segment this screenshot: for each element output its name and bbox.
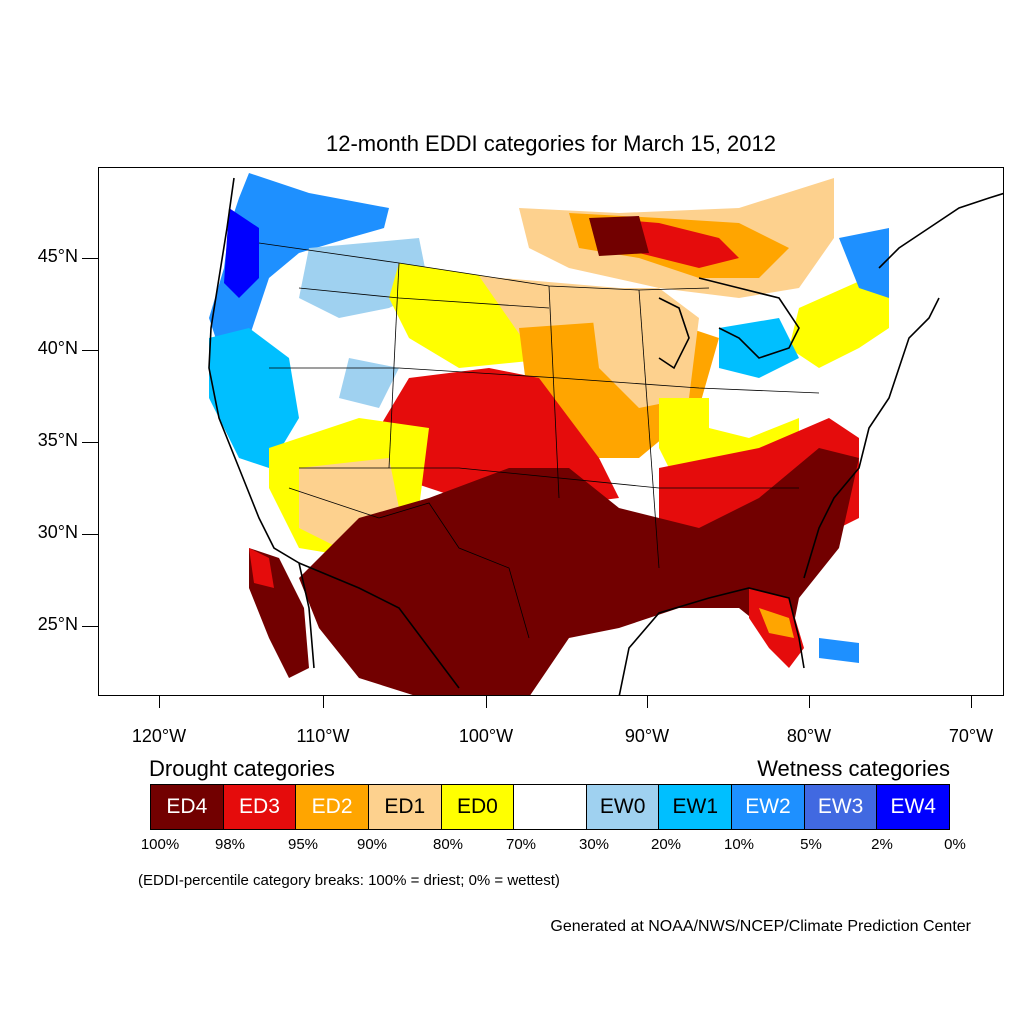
legend-ed1: ED1 [368, 785, 442, 829]
ohio-white [709, 388, 799, 438]
drought-heading: Drought categories [149, 756, 335, 781]
map-title: 12-month EDDI categories for March 15, 2… [325, 131, 776, 156]
atlantic-coastline [803, 297, 940, 579]
legend-neutral [514, 785, 587, 829]
lake-michigan-outline [658, 297, 690, 370]
lat-tick-30 [82, 534, 98, 535]
lon-label-70: 70°W [948, 726, 994, 746]
break-80: 80% [432, 836, 464, 853]
lon-label-80: 80°W [786, 726, 832, 746]
break-30: 30% [578, 836, 610, 853]
florida-ed2 [759, 608, 794, 638]
lon-tick-110 [323, 696, 324, 708]
us-mexico-border [288, 487, 530, 639]
break-98: 98% [214, 836, 246, 853]
breaks-note: (EDDI-percentile category breaks: 100% =… [138, 872, 560, 889]
state-line-1 [298, 287, 550, 309]
state-line-5 [548, 285, 560, 499]
southwest-ed1 [299, 458, 399, 548]
break-2: 2% [871, 836, 893, 853]
legend-ew3: EW3 [804, 785, 878, 829]
break-20: 20% [650, 836, 682, 853]
lon-tick-70 [971, 696, 972, 708]
lon-tick-120 [159, 696, 160, 708]
legend-ew0: EW0 [586, 785, 660, 829]
lon-tick-80 [809, 696, 810, 708]
great-lakes-north-ed4 [589, 216, 649, 256]
break-90: 90% [356, 836, 388, 853]
mexico-coast [298, 562, 460, 689]
lon-label-90: 90°W [624, 726, 670, 746]
canada-coast [878, 192, 1003, 269]
maine-ew2 [839, 228, 889, 298]
break-70: 70% [505, 836, 537, 853]
lat-label-30: 30°N [37, 522, 78, 542]
state-borders [258, 242, 820, 639]
break-95: 95% [287, 836, 319, 853]
legend-ed3: ED3 [223, 785, 297, 829]
lat-tick-25 [82, 626, 98, 627]
lat-label-25: 25°N [37, 614, 78, 634]
legend-ed4: ED4 [151, 785, 224, 829]
utah-ew0 [339, 358, 399, 408]
great-lakes-outline [698, 277, 800, 359]
break-5: 5% [800, 836, 822, 853]
lon-label-100: 100°W [458, 726, 514, 746]
lon-label-120: 120°W [131, 726, 187, 746]
wetness-heading: Wetness categories [757, 756, 950, 781]
lat-label-35: 35°N [37, 430, 78, 450]
lat-label-40: 40°N [37, 338, 78, 358]
lon-label-110: 110°W [296, 726, 350, 746]
lon-tick-90 [647, 696, 648, 708]
northeast-ed0 [789, 268, 889, 368]
break-0: 0% [944, 836, 966, 853]
legend-ew1: EW1 [659, 785, 733, 829]
lat-tick-40 [82, 350, 98, 351]
lat-tick-35 [82, 442, 98, 443]
state-line-6 [638, 289, 660, 569]
pacific-northwest-ew4 [224, 208, 259, 298]
wisconsin-ed1 [589, 288, 699, 408]
lat-label-45: 45°N [37, 246, 78, 266]
pacific-coastline [208, 177, 315, 669]
break-10: 10% [723, 836, 755, 853]
lat-tick-45 [82, 258, 98, 259]
map-area [98, 167, 1004, 696]
lon-tick-100 [486, 696, 487, 708]
legend-ed2: ED2 [296, 785, 369, 829]
legend-ew2: EW2 [732, 785, 805, 829]
ontario-south-ew1 [719, 318, 799, 378]
state-line-2 [269, 367, 820, 394]
legend-ew4: EW4 [877, 785, 950, 829]
southern-plains-ed4 [299, 448, 859, 695]
break-100: 100% [140, 836, 180, 853]
state-line-3 [299, 467, 799, 489]
baja-ed3 [249, 548, 274, 588]
gulf-coastline [618, 587, 805, 695]
state-line-4 [388, 262, 400, 469]
caribbean-ew2 [819, 638, 859, 663]
credit-line: Generated at NOAA/NWS/NCEP/Climate Predi… [550, 918, 971, 935]
california-ew1 [209, 328, 299, 468]
pacific-northwest-ew2 [209, 173, 389, 348]
legend-bar: ED4 ED3 ED2 ED1 ED0 EW0 EW1 EW2 EW3 EW4 [150, 784, 950, 830]
coastlines [208, 177, 1003, 695]
eddi-map [99, 168, 1003, 695]
legend-ed0: ED0 [441, 785, 515, 829]
